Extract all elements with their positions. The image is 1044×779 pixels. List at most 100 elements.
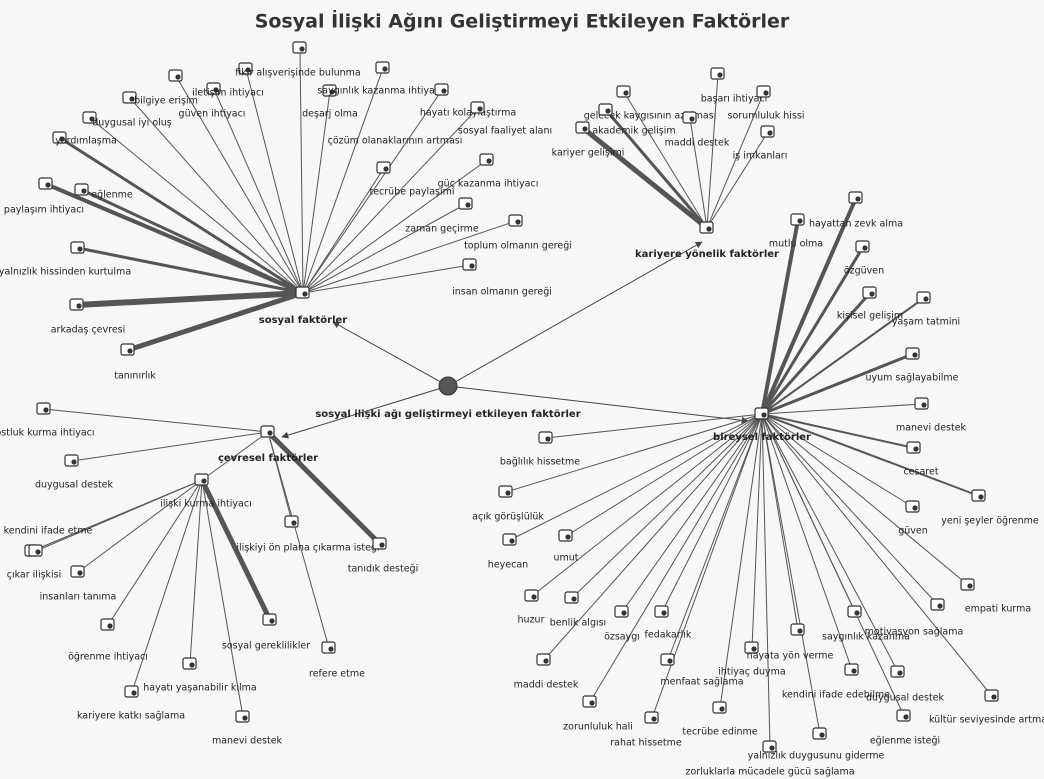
node-icon xyxy=(462,258,477,271)
icon-dot xyxy=(245,67,251,73)
node-icon xyxy=(508,214,523,227)
node-icon xyxy=(194,473,209,486)
node-label: zorunluluk hali xyxy=(563,722,633,733)
node-label: maddi destek xyxy=(665,138,730,149)
icon-dot xyxy=(582,126,588,132)
edge xyxy=(761,403,923,415)
node-label: duygusal destek xyxy=(866,693,945,704)
node-icon xyxy=(235,710,250,723)
icon-dot xyxy=(213,87,219,93)
node-icon xyxy=(262,613,277,626)
node-icon xyxy=(760,125,775,138)
edge xyxy=(77,246,304,295)
edge xyxy=(302,203,467,294)
edge xyxy=(127,290,304,353)
icon-dot xyxy=(545,436,551,442)
node-icon xyxy=(614,605,629,618)
node-label: yardımlaşma xyxy=(55,136,117,147)
node-icon xyxy=(52,131,67,144)
node-label: yalnızlık hissinden kurtulma xyxy=(0,267,131,278)
center-label: sosyal ilişki ağı geliştirmeyi etkileyen… xyxy=(315,408,580,420)
node-icon xyxy=(284,515,299,528)
edge xyxy=(45,182,304,295)
node-label: sorumluluk hissi xyxy=(728,111,805,122)
icon-dot xyxy=(937,603,943,609)
edge xyxy=(751,413,763,649)
node-label: yalnızlık duygusunu giderme xyxy=(748,751,885,762)
node-icon xyxy=(848,191,863,204)
node-icon xyxy=(470,101,485,114)
node-label: zorluklarla mücadele gücü sağlama xyxy=(685,767,854,778)
icon-dot xyxy=(469,263,475,269)
edge xyxy=(201,479,244,718)
arrow xyxy=(281,385,449,439)
node-label: refere etme xyxy=(309,669,365,680)
node-icon xyxy=(182,657,197,670)
node-label: başarı ihtiyacı xyxy=(701,94,768,105)
node-label: heyecan xyxy=(488,560,528,571)
node-label: tanınırlık xyxy=(114,371,156,382)
node-label: çıkar ilişkisi xyxy=(7,570,62,581)
node-icon xyxy=(122,91,137,104)
node-label: tanıdık desteği xyxy=(348,564,418,575)
node-icon xyxy=(64,454,79,467)
edge xyxy=(706,131,769,229)
node-icon xyxy=(524,589,539,602)
node-icon xyxy=(321,641,336,654)
node-icon xyxy=(100,618,115,631)
icon-dot xyxy=(661,610,667,616)
icon-dot xyxy=(89,116,95,122)
node-icon xyxy=(906,441,921,454)
node-label: rahat hissetme xyxy=(610,738,682,749)
node-label: tecrübe paylaşımı xyxy=(369,187,454,198)
icon-dot xyxy=(978,494,984,500)
edge xyxy=(302,167,385,294)
node-icon xyxy=(598,103,613,116)
node-label: eğlenme isteği xyxy=(870,736,940,747)
node-icon xyxy=(644,711,659,724)
icon-dot xyxy=(515,219,521,225)
edge xyxy=(199,478,273,622)
node-label: saygınlık kazanma xyxy=(822,632,910,643)
edge xyxy=(761,413,980,497)
center-node xyxy=(438,376,458,396)
icon-dot xyxy=(667,658,673,664)
icon-dot xyxy=(71,459,77,465)
icon-dot xyxy=(382,66,388,72)
icon-dot xyxy=(761,412,767,418)
edge xyxy=(667,413,763,661)
edge xyxy=(761,352,914,416)
icon-dot xyxy=(851,668,857,674)
icon-dot xyxy=(302,291,308,297)
edge xyxy=(545,413,763,439)
node-icon xyxy=(70,241,85,254)
edge xyxy=(302,220,517,294)
icon-dot xyxy=(967,583,973,589)
edge xyxy=(761,413,856,613)
icon-dot xyxy=(589,700,595,706)
node-label: fikir alışverişinde bulunma xyxy=(235,68,360,79)
node-icon xyxy=(862,286,877,299)
edge xyxy=(531,413,763,597)
icon-dot xyxy=(571,596,577,602)
edge xyxy=(621,413,763,613)
edge xyxy=(761,413,915,449)
node-label: eğlenme xyxy=(91,190,133,201)
node-label: kendini ifade edebilme xyxy=(782,690,890,701)
node-icon xyxy=(905,347,920,360)
hub-label: sosyal faktörler xyxy=(259,315,347,326)
edge xyxy=(107,479,203,626)
icon-dot xyxy=(441,88,447,94)
icon-dot xyxy=(486,158,492,164)
node-label: hayattan zevk alma xyxy=(809,219,903,230)
node-icon xyxy=(375,61,390,74)
edge xyxy=(760,246,865,415)
node-label: kültür seviyesinde artma xyxy=(929,715,1044,726)
edge xyxy=(302,159,488,294)
icon-dot xyxy=(923,296,929,302)
edge xyxy=(266,430,382,546)
node-icon xyxy=(74,183,89,196)
node-label: güven xyxy=(898,526,928,537)
node-icon xyxy=(682,111,697,124)
